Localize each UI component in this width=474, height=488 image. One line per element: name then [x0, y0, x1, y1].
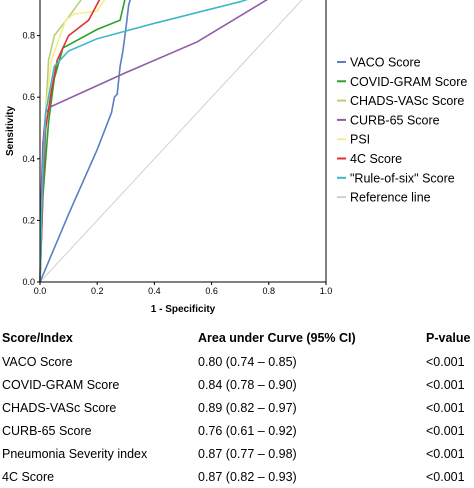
series-line-2 — [39, 0, 82, 283]
row-auc: 0.87 (0.77 – 0.98) — [198, 446, 297, 461]
x-tick-label: 0.6 — [205, 286, 218, 296]
legend: VACO Score COVID-GRAM Score CHADS-VASc Sco… — [337, 56, 467, 205]
row-auc: 0.84 (0.78 – 0.90) — [198, 377, 297, 392]
series-line-6 — [39, 0, 249, 283]
auc-table: Score/Index Area under Curve (95% CI) P-… — [0, 326, 474, 488]
table-row: CHADS-VASc Score 0.89 (0.82 – 0.97) <0.0… — [0, 396, 474, 419]
x-tick-label: 0.8 — [263, 286, 276, 296]
row-p-value: <0.001 — [426, 354, 465, 369]
legend-label: VACO Score — [350, 56, 421, 70]
series-line-1 — [39, 0, 126, 283]
legend-label: COVID-GRAM Score — [350, 75, 467, 89]
legend-label: PSI — [350, 133, 370, 147]
row-score-name: CURB-65 Score — [2, 423, 92, 438]
legend-label: CHADS-VASc Score — [350, 94, 464, 108]
legend-label: Reference line — [350, 191, 431, 205]
row-p-value: <0.001 — [426, 446, 465, 461]
x-axis-title: 1 - Specificity — [151, 304, 216, 315]
roc-chart: 0.0 0.2 0.4 0.6 0.8 1.0 0.0 0.2 0.4 0.6 0.8 1 - Sp… — [5, 0, 467, 315]
row-auc: 0.87 (0.82 – 0.93) — [198, 469, 297, 484]
tick-labels: 0.0 0.2 0.4 0.6 0.8 1.0 0.0 0.2 0.4 0.6 0.8 — [22, 31, 332, 296]
legend-label: 4C Score — [350, 152, 402, 166]
row-score-name: 4C Score — [2, 469, 55, 484]
y-tick-label: 0.4 — [22, 154, 35, 164]
y-tick-label: 0.0 — [22, 277, 35, 287]
row-score-name: Pneumonia Severity index — [2, 446, 148, 461]
table-row: 4C Score 0.87 (0.82 – 0.93) <0.001 — [0, 465, 474, 488]
series-line-0 — [39, 0, 132, 283]
series-line-3 — [39, 0, 269, 283]
row-score-name: CHADS-VASc Score — [2, 400, 117, 415]
series-line-5 — [39, 0, 101, 283]
table-row: Pneumonia Severity index 0.87 (0.77 – 0.… — [0, 442, 474, 465]
y-tick-label: 0.6 — [22, 92, 35, 102]
row-auc: 0.80 (0.74 – 0.85) — [198, 354, 297, 369]
table-header-row: Score/Index Area under Curve (95% CI) P-… — [0, 326, 474, 350]
table-row: COVID-GRAM Score 0.84 (0.78 – 0.90) <0.0… — [0, 373, 474, 396]
row-p-value: <0.001 — [426, 423, 465, 438]
row-score-name: COVID-GRAM Score — [2, 377, 120, 392]
legend-label: CURB-65 Score — [350, 113, 440, 127]
table-row: CURB-65 Score 0.76 (0.61 – 0.92) <0.001 — [0, 419, 474, 442]
axes — [39, 0, 327, 283]
x-tick-label: 1.0 — [320, 286, 333, 296]
row-p-value: <0.001 — [426, 469, 465, 484]
y-tick-label: 0.2 — [22, 215, 35, 225]
row-auc: 0.89 (0.82 – 0.97) — [198, 400, 297, 415]
x-tick-label: 0.0 — [34, 286, 47, 296]
row-p-value: <0.001 — [426, 377, 465, 392]
header-p-value: P-value — [426, 331, 471, 345]
series-line-7 — [39, 0, 303, 283]
legend-label: "Rule-of-six" Score — [350, 171, 455, 185]
plot-lines — [39, 0, 303, 283]
row-score-name: VACO Score — [2, 354, 73, 369]
header-auc: Area under Curve (95% CI) — [198, 331, 356, 345]
series-line-4 — [39, 0, 106, 283]
y-tick-label: 0.8 — [22, 31, 35, 41]
x-tick-label: 0.2 — [91, 286, 104, 296]
table-row: VACO Score 0.80 (0.74 – 0.85) <0.001 — [0, 350, 474, 373]
row-auc: 0.76 (0.61 – 0.92) — [198, 423, 297, 438]
y-axis-title: Sensitivity — [5, 106, 16, 156]
x-tick-label: 0.4 — [148, 286, 161, 296]
row-p-value: <0.001 — [426, 400, 465, 415]
header-score-index: Score/Index — [2, 331, 73, 345]
